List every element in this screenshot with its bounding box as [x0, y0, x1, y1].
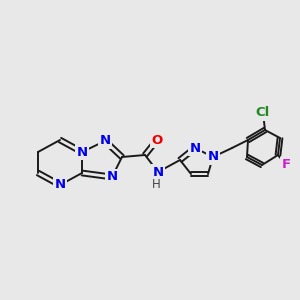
- Text: Cl: Cl: [256, 106, 270, 119]
- Text: N: N: [106, 170, 118, 184]
- Text: H: H: [152, 178, 160, 190]
- Text: O: O: [152, 134, 163, 146]
- Text: N: N: [99, 134, 111, 148]
- Text: N: N: [207, 151, 219, 164]
- Text: F: F: [281, 158, 291, 172]
- Text: N: N: [152, 166, 164, 178]
- Text: N: N: [189, 142, 201, 154]
- Text: N: N: [76, 146, 88, 158]
- Text: N: N: [54, 178, 66, 191]
